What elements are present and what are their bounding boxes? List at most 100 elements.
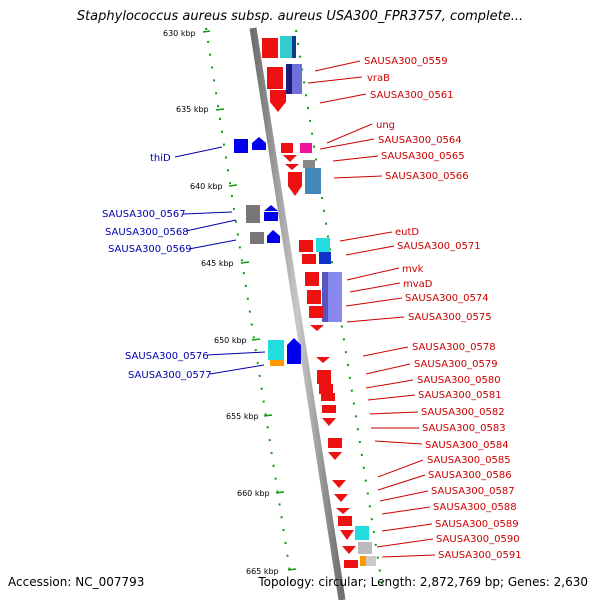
gene-feature-0576[interactable]: [268, 340, 284, 360]
gene-label[interactable]: ung: [376, 120, 395, 131]
gene-feature-mvaD[interactable]: [307, 290, 321, 304]
gene-label[interactable]: SAUSA300_0591: [438, 550, 522, 561]
gene-label[interactable]: SAUSA300_0585: [427, 455, 511, 466]
gene-arrow-thiD: [252, 137, 266, 150]
gene-label[interactable]: vraB: [367, 73, 390, 84]
gene-feature-0559-cog: [280, 36, 292, 58]
gene-feature-thiD[interactable]: [234, 139, 248, 153]
gene-arrow-0587: [334, 494, 348, 502]
gene-feature-0568[interactable]: [264, 212, 278, 221]
gene-feature-ung[interactable]: [281, 143, 293, 153]
tick-track-line: [205, 27, 293, 586]
gene-arrow-0565: [285, 164, 299, 170]
gene-label[interactable]: thiD: [150, 153, 171, 164]
gene-label[interactable]: SAUSA300_0568: [105, 227, 189, 238]
gene-arrow-0586: [332, 480, 346, 488]
tick-labels: [202, 30, 297, 571]
gene-feature-0571[interactable]: [302, 254, 316, 264]
gene-label[interactable]: SAUSA300_0574: [405, 293, 489, 304]
gene-arrow-0567: [264, 205, 278, 211]
gene-label[interactable]: SAUSA300_0565: [381, 151, 465, 162]
gene-feature-0561[interactable]: [270, 90, 286, 102]
gene-label[interactable]: SAUSA300_0577: [128, 370, 212, 381]
gene-feature-eutD[interactable]: [299, 240, 313, 252]
gene-label[interactable]: SAUSA300_0587: [431, 486, 515, 497]
gene-arrow-0569: [267, 230, 280, 243]
gene-label[interactable]: SAUSA300_0590: [436, 534, 520, 545]
tick-label-645: 645 kbp: [201, 259, 234, 268]
gene-label[interactable]: SAUSA300_0569: [108, 244, 192, 255]
gene-feature-0580[interactable]: [319, 384, 333, 394]
gene-arrow-0566: [288, 186, 302, 196]
gene-feature-0591-cog: [360, 556, 366, 566]
gene-label[interactable]: SAUSA300_0582: [421, 407, 505, 418]
gene-label[interactable]: SAUSA300_0566: [385, 171, 469, 182]
gene-label[interactable]: SAUSA300_0576: [125, 351, 209, 362]
gene-label[interactable]: SAUSA300_0589: [435, 519, 519, 530]
gene-feature-0559-cog2: [292, 36, 296, 58]
tick-label-635: 635 kbp: [176, 105, 209, 114]
gene-label[interactable]: eutD: [395, 227, 419, 238]
gene-arrow-0583: [322, 418, 336, 426]
gene-label[interactable]: SAUSA300_0581: [418, 390, 502, 401]
gene-label[interactable]: SAUSA300_0584: [425, 440, 509, 451]
gene-label[interactable]: SAUSA300_0578: [412, 342, 496, 353]
gene-arrow-0591: [342, 546, 356, 554]
inner-track-line: [295, 29, 383, 586]
gene-feature-0569[interactable]: [250, 232, 264, 244]
gene-feature-0590-cog: [358, 542, 372, 554]
reverse-gene-features: [234, 137, 301, 366]
gene-feature-vraB-cog: [286, 64, 292, 94]
reverse-gene-labels: thiD SAUSA300_0567 SAUSA300_0568 SAUSA30…: [102, 153, 212, 381]
gene-feature-vraB-cog2: [292, 64, 302, 94]
forward-gene-labels: SAUSA300_0559 vraB SAUSA300_0561 ung SAU…: [364, 56, 522, 561]
gene-arrow-0564: [283, 155, 297, 162]
tick-label-665: 665 kbp: [246, 567, 279, 576]
gene-arrow-0588: [336, 508, 350, 514]
forward-gene-features: [262, 36, 376, 568]
gene-arrow-0575: [310, 325, 324, 331]
gene-label[interactable]: SAUSA300_0580: [417, 375, 501, 386]
gene-feature-0581[interactable]: [321, 393, 335, 401]
gene-label[interactable]: SAUSA300_0559: [364, 56, 448, 67]
gene-feature-0576-cog: [270, 360, 284, 366]
gene-feature-0582[interactable]: [322, 405, 336, 413]
gene-feature-mvk[interactable]: [305, 272, 319, 286]
gene-feature-0591-cog2: [366, 556, 376, 566]
gene-label[interactable]: mvk: [402, 264, 424, 275]
gene-arrow-0590: [340, 530, 354, 540]
gene-arrow-0585: [328, 452, 342, 460]
tick-label-650: 650 kbp: [214, 336, 247, 345]
gene-feature-0567[interactable]: [246, 205, 260, 223]
gene-feature-0574[interactable]: [309, 306, 323, 318]
gene-label[interactable]: SAUSA300_0564: [378, 135, 462, 146]
gene-feature-vraB[interactable]: [267, 67, 283, 89]
gene-arrow-0561: [270, 102, 286, 112]
gene-label[interactable]: SAUSA300_0583: [422, 423, 506, 434]
gene-feature-0589[interactable]: [338, 516, 352, 526]
gene-label[interactable]: SAUSA300_0575: [408, 312, 492, 323]
gene-label[interactable]: SAUSA300_0579: [414, 359, 498, 370]
gene-feature-0579[interactable]: [317, 370, 331, 384]
gene-feature-0566[interactable]: [288, 172, 302, 186]
forward-leader-lines: [307, 60, 436, 558]
tick-label-655: 655 kbp: [226, 412, 259, 421]
gene-label[interactable]: mvaD: [403, 279, 433, 290]
gene-label[interactable]: SAUSA300_0586: [428, 470, 512, 481]
gene-feature-eutD-cog: [316, 238, 330, 252]
reverse-leader-lines: [174, 146, 266, 375]
gene-feature-0559[interactable]: [262, 38, 278, 58]
genome-backbone: [249, 27, 346, 600]
gene-label[interactable]: SAUSA300_0571: [397, 241, 481, 252]
tick-label-640: 640 kbp: [190, 182, 223, 191]
gene-label[interactable]: SAUSA300_0588: [433, 502, 517, 513]
gene-arrow-0576: [287, 338, 301, 364]
gene-label[interactable]: SAUSA300_0567: [102, 209, 186, 220]
gene-feature-0592[interactable]: [344, 560, 358, 568]
gene-feature-ung-cog: [300, 143, 312, 153]
topology-text: Topology: circular; Length: 2,872,769 bp…: [258, 575, 588, 589]
gene-feature-0584[interactable]: [328, 438, 342, 448]
gene-label[interactable]: SAUSA300_0561: [370, 90, 454, 101]
gene-feature-0571-cog: [319, 252, 331, 264]
